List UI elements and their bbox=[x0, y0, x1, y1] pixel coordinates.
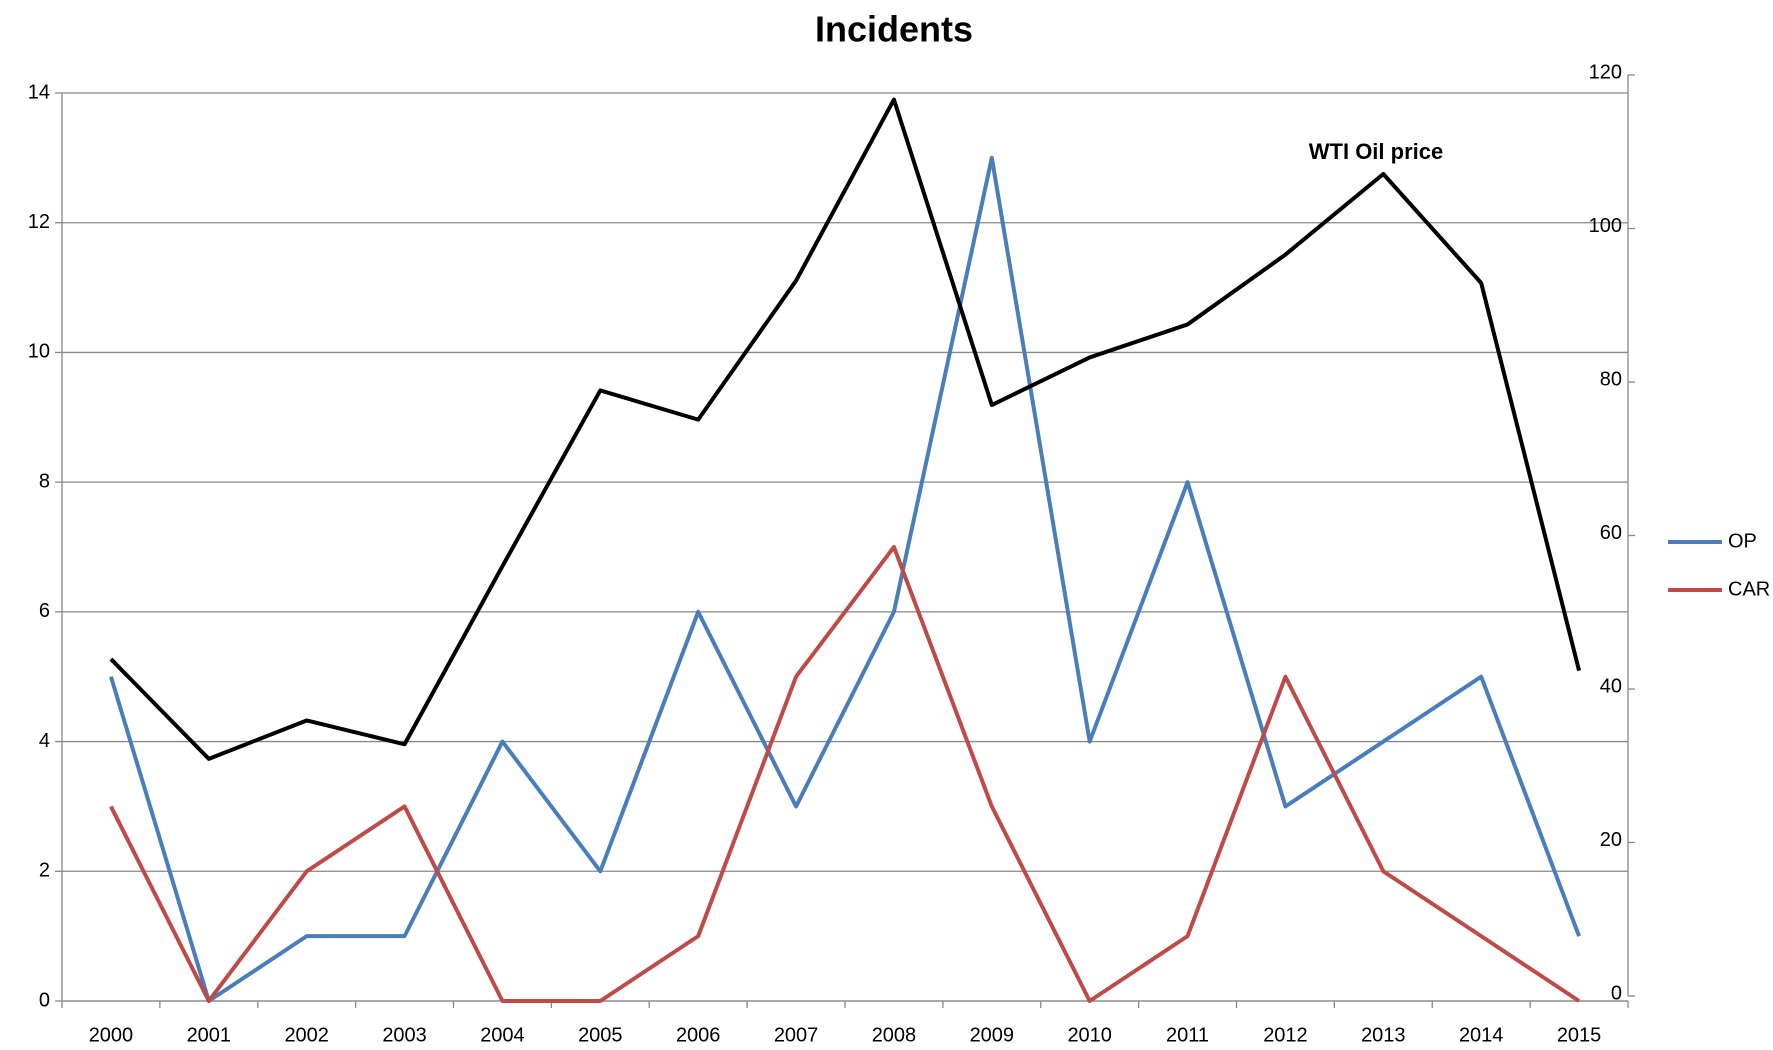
series-line bbox=[109, 155, 1581, 1003]
y-tick-label: 6 bbox=[39, 600, 50, 622]
y2-tick-label: 100 bbox=[1589, 215, 1622, 237]
y2-tick-label: 120 bbox=[1589, 61, 1622, 83]
x-tick-label: 2005 bbox=[578, 1024, 623, 1046]
series-line bbox=[109, 97, 1581, 761]
x-tick-label: 2009 bbox=[970, 1024, 1015, 1046]
x-tick-label: 2014 bbox=[1459, 1024, 1504, 1046]
y2-tick-label: 40 bbox=[1600, 675, 1622, 697]
x-tick-label: 2000 bbox=[89, 1024, 134, 1046]
y-tick-label: 8 bbox=[39, 470, 50, 492]
series-line bbox=[109, 545, 1581, 1003]
y-tick-label: 2 bbox=[39, 860, 50, 882]
x-tick-label: 2013 bbox=[1361, 1024, 1406, 1046]
x-tick-label: 2006 bbox=[676, 1024, 721, 1046]
chart-title: Incidents bbox=[815, 9, 973, 50]
x-tick-label: 2004 bbox=[480, 1024, 525, 1046]
x-tick-label: 2002 bbox=[284, 1024, 329, 1046]
y-tick-label: 4 bbox=[39, 730, 50, 752]
x-tick-label: 2012 bbox=[1263, 1024, 1308, 1046]
y-tick-label: 10 bbox=[28, 341, 50, 363]
y-tick-label: 0 bbox=[39, 989, 50, 1011]
annotation: WTI Oil price bbox=[1309, 139, 1443, 164]
y2-tick-label: 80 bbox=[1600, 368, 1622, 390]
x-tick-label: 2015 bbox=[1557, 1024, 1602, 1046]
y-tick-label: 12 bbox=[28, 211, 50, 233]
x-tick-label: 2003 bbox=[382, 1024, 427, 1046]
x-tick-label: 2001 bbox=[187, 1024, 232, 1046]
legend-label: OP bbox=[1728, 530, 1757, 552]
x-tick-label: 2008 bbox=[872, 1024, 917, 1046]
y2-tick-label: 60 bbox=[1600, 522, 1622, 544]
legend-label: CAR bbox=[1728, 578, 1770, 600]
x-tick-label: 2011 bbox=[1166, 1024, 1209, 1046]
y2-tick-label: 0 bbox=[1611, 982, 1622, 1004]
y2-tick-label: 20 bbox=[1600, 829, 1622, 851]
y-tick-label: 14 bbox=[28, 81, 50, 103]
x-tick-label: 2007 bbox=[774, 1024, 819, 1046]
x-tick-label: 2010 bbox=[1067, 1024, 1112, 1046]
